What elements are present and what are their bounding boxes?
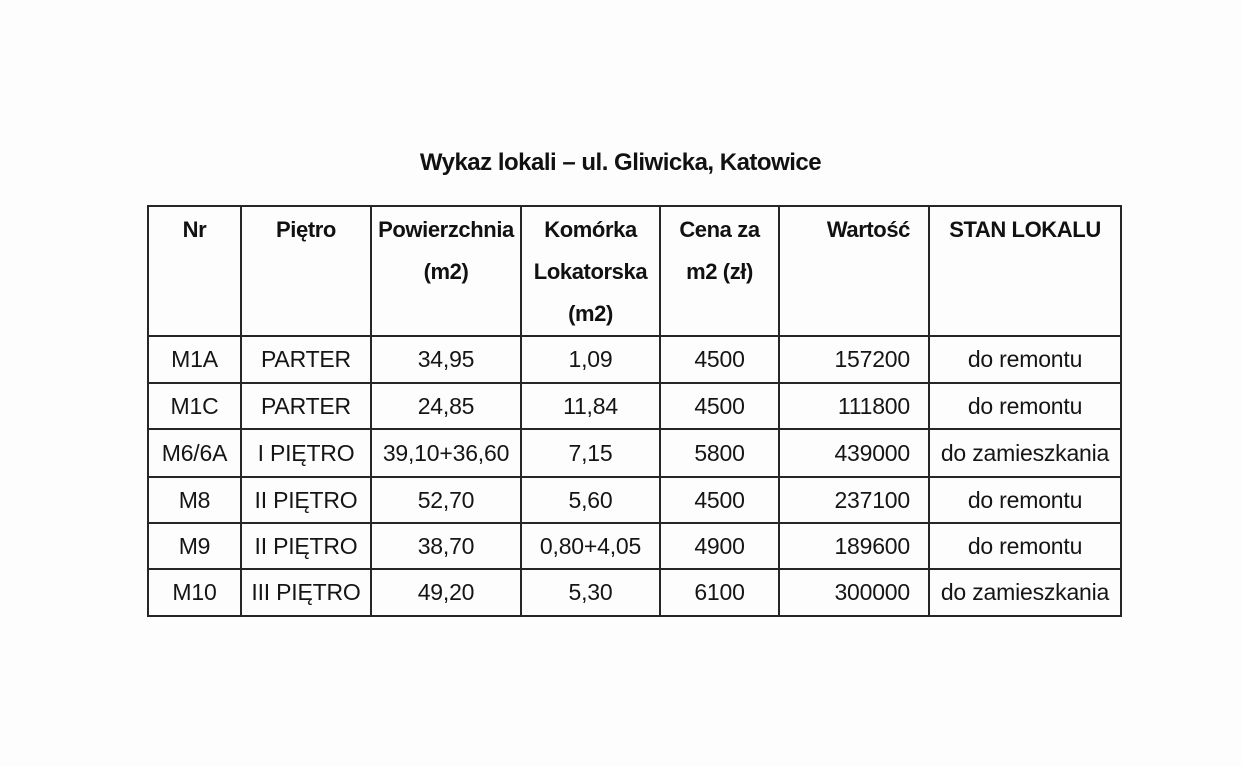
- lokale-table: Nr Piętro Powierzchnia (m2) Komórka Loka…: [147, 205, 1122, 617]
- cell-nr: M9: [147, 522, 242, 570]
- cell-nr: M8: [147, 476, 242, 524]
- cell-wartosc: 237100: [778, 476, 930, 524]
- cell-stan: do remontu: [928, 476, 1122, 524]
- table-header-row: Nr Piętro Powierzchnia (m2) Komórka Loka…: [147, 205, 1122, 337]
- header-komorka-lokatorska: Komórka Lokatorska (m2): [520, 205, 661, 337]
- cell-komorka: 7,15: [520, 428, 661, 478]
- cell-stan: do remontu: [928, 335, 1122, 384]
- cell-pietro: II PIĘTRO: [240, 476, 372, 524]
- header-pietro: Piętro: [240, 205, 372, 337]
- cell-pietro: I PIĘTRO: [240, 428, 372, 478]
- cell-wartosc: 439000: [778, 428, 930, 478]
- cell-nr: M6/6A: [147, 428, 242, 478]
- cell-stan: do zamieszkania: [928, 428, 1122, 478]
- table-row: M9 II PIĘTRO 38,70 0,80+4,05 4900 189600…: [147, 522, 1122, 570]
- cell-pietro: II PIĘTRO: [240, 522, 372, 570]
- cell-powierzchnia: 34,95: [370, 335, 522, 384]
- cell-wartosc: 157200: [778, 335, 930, 384]
- cell-wartosc: 189600: [778, 522, 930, 570]
- cell-cena: 4500: [659, 335, 780, 384]
- header-powierzchnia: Powierzchnia (m2): [370, 205, 522, 337]
- table-row: M1A PARTER 34,95 1,09 4500 157200 do rem…: [147, 335, 1122, 384]
- table-row: M1C PARTER 24,85 11,84 4500 111800 do re…: [147, 382, 1122, 430]
- cell-komorka: 5,30: [520, 568, 661, 617]
- cell-powierzchnia: 49,20: [370, 568, 522, 617]
- cell-pietro: III PIĘTRO: [240, 568, 372, 617]
- cell-powierzchnia: 38,70: [370, 522, 522, 570]
- cell-cena: 5800: [659, 428, 780, 478]
- table-row: M10 III PIĘTRO 49,20 5,30 6100 300000 do…: [147, 568, 1122, 617]
- table-row: M8 II PIĘTRO 52,70 5,60 4500 237100 do r…: [147, 476, 1122, 524]
- cell-wartosc: 111800: [778, 382, 930, 430]
- cell-nr: M1C: [147, 382, 242, 430]
- cell-powierzchnia: 52,70: [370, 476, 522, 524]
- cell-stan: do zamieszkania: [928, 568, 1122, 617]
- cell-stan: do remontu: [928, 522, 1122, 570]
- cell-nr: M1A: [147, 335, 242, 384]
- header-wartosc: Wartość: [778, 205, 930, 337]
- cell-cena: 4500: [659, 382, 780, 430]
- cell-komorka: 1,09: [520, 335, 661, 384]
- cell-cena: 4500: [659, 476, 780, 524]
- cell-powierzchnia: 39,10+36,60: [370, 428, 522, 478]
- cell-cena: 4900: [659, 522, 780, 570]
- cell-pietro: PARTER: [240, 382, 372, 430]
- header-cena-za-m2: Cena za m2 (zł): [659, 205, 780, 337]
- cell-cena: 6100: [659, 568, 780, 617]
- cell-stan: do remontu: [928, 382, 1122, 430]
- header-nr: Nr: [147, 205, 242, 337]
- table-row: M6/6A I PIĘTRO 39,10+36,60 7,15 5800 439…: [147, 428, 1122, 478]
- cell-powierzchnia: 24,85: [370, 382, 522, 430]
- cell-komorka: 5,60: [520, 476, 661, 524]
- cell-wartosc: 300000: [778, 568, 930, 617]
- cell-komorka: 11,84: [520, 382, 661, 430]
- cell-komorka: 0,80+4,05: [520, 522, 661, 570]
- page-title: Wykaz lokali – ul. Gliwicka, Katowice: [419, 149, 822, 176]
- cell-pietro: PARTER: [240, 335, 372, 384]
- cell-nr: M10: [147, 568, 242, 617]
- header-stan-lokalu: STAN LOKALU: [928, 205, 1122, 337]
